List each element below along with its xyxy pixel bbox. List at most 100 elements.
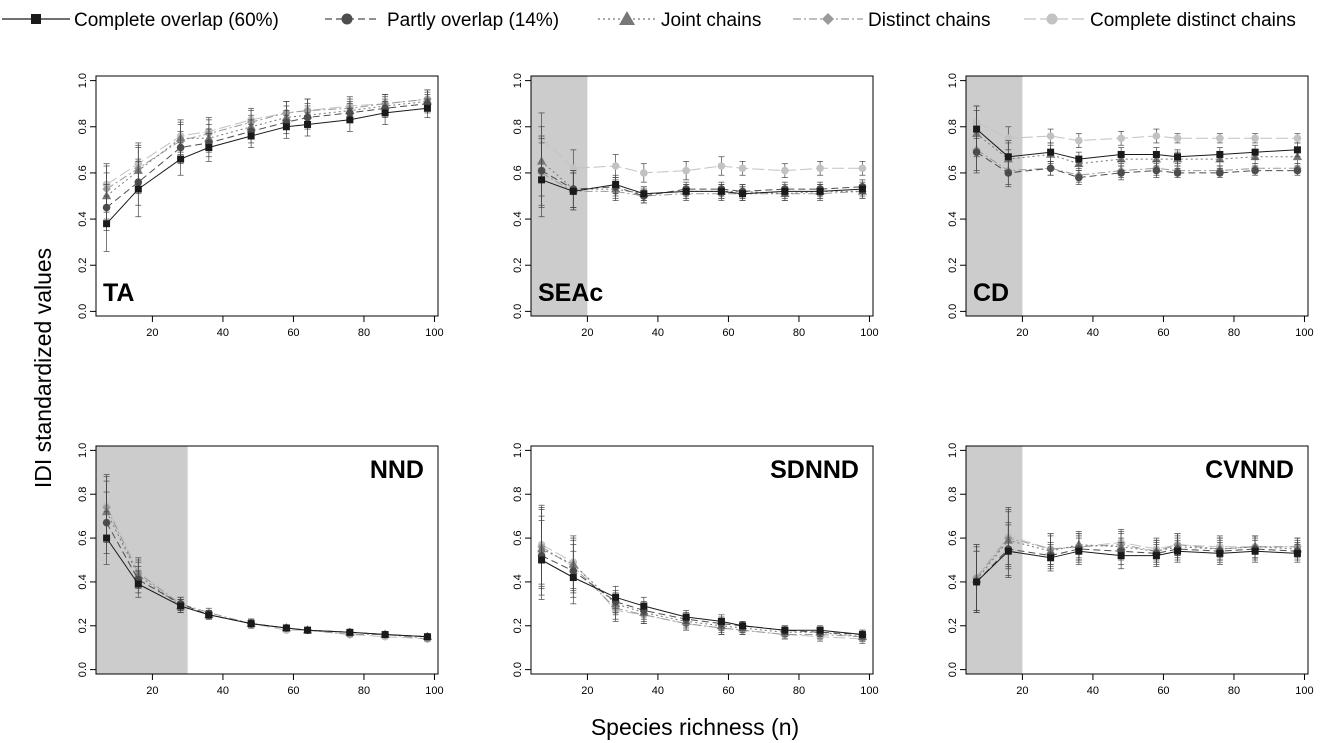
marker-square [282, 624, 290, 632]
y-tick-label: 1.0 [512, 73, 524, 88]
marker-square [346, 116, 354, 124]
panel-label: SDNND [770, 456, 859, 484]
series-line [541, 161, 863, 195]
marker-circle [1216, 134, 1224, 143]
y-tick-label: 0.4 [947, 574, 959, 589]
marker-square [1251, 148, 1259, 156]
x-tick-label: 80 [1228, 327, 1240, 339]
marker-square [423, 633, 431, 641]
x-tick-label: 60 [287, 327, 299, 339]
x-tick-label: 100 [860, 327, 878, 339]
series-line [976, 539, 1298, 581]
x-tick-label: 40 [652, 685, 664, 697]
x-tick-label: 20 [581, 685, 593, 697]
marker-square [1117, 552, 1125, 560]
marker-circle [569, 164, 578, 173]
y-tick-label: 0.4 [947, 211, 959, 226]
plot-frame [95, 445, 439, 675]
marker-circle [1117, 134, 1125, 143]
legend-item-complete-distinct-chains: Complete distinct chains [1024, 10, 1296, 31]
series-4 [537, 112, 867, 188]
y-tick-label: 1.0 [512, 443, 524, 458]
panel-label: NND [370, 456, 424, 484]
series-line [976, 537, 1298, 578]
marker-square [103, 220, 111, 228]
y-tick-label: 0.6 [512, 530, 524, 545]
plot-frame [965, 75, 1309, 317]
legend-label: Complete overlap (60%) [74, 10, 279, 31]
x-tick-label: 40 [652, 327, 664, 339]
y-tick-label: 0.6 [512, 165, 524, 180]
y-tick-label: 1.0 [947, 73, 959, 88]
x-tick-label: 100 [425, 327, 443, 339]
marker-square [282, 123, 290, 131]
marker-square [205, 144, 213, 152]
marker-square [1004, 153, 1012, 161]
y-tick-label: 0.0 [947, 662, 959, 677]
panel-seac: 0.0 0.2 0.4 0.6 0.8 1.0 20 40 60 80 100 SEAc [512, 73, 879, 339]
series-line [541, 170, 863, 197]
y-tick-label: 0.0 [77, 304, 89, 319]
legend-item-distinct-chains: Distinct chains [793, 10, 991, 31]
marker-circle [1152, 132, 1161, 140]
series-1 [972, 131, 1302, 188]
x-tick-label: 20 [581, 327, 593, 339]
legend-label: Distinct chains [868, 10, 991, 31]
series-line [541, 548, 863, 638]
panel-cd: 0.0 0.2 0.4 0.6 0.8 1.0 20 40 60 80 100 CD [947, 73, 1314, 339]
marker-square [640, 190, 648, 198]
plot-frame [965, 445, 1309, 675]
panel-cvnnd: 0.0 0.2 0.4 0.6 0.8 1.0 20 40 60 80 100 CVNND [947, 443, 1314, 697]
series-4 [537, 504, 867, 644]
marker-square [304, 626, 312, 634]
marker-circle [1293, 134, 1302, 143]
y-tick-label: 0.2 [77, 258, 89, 273]
marker-square [381, 631, 389, 639]
legend-marker-square [31, 14, 41, 24]
panel-label: CVNND [1205, 456, 1294, 484]
x-tick-label: 20 [146, 685, 158, 697]
marker-circle [1173, 134, 1182, 143]
x-tick-label: 60 [1157, 685, 1169, 697]
shaded-region [96, 446, 188, 674]
legend-item-partly-overlap: Partly overlap (14%) [325, 10, 559, 31]
series-0 [103, 511, 431, 641]
marker-square [1174, 153, 1182, 161]
marker-square [247, 132, 255, 140]
x-tick-label: 80 [358, 685, 370, 697]
marker-circle [858, 164, 867, 173]
panel-label: SEAc [538, 279, 603, 307]
marker-square [781, 626, 789, 634]
y-tick-label: 0.8 [512, 119, 524, 134]
marker-square [205, 611, 213, 619]
marker-square [1216, 150, 1224, 158]
series-line [976, 151, 1298, 179]
marker-circle [1293, 166, 1302, 175]
legend-item-joint-chains: Joint chains [598, 10, 761, 31]
y-tick-label: 0.4 [77, 574, 89, 589]
series-line [541, 555, 863, 635]
marker-circle [1075, 136, 1083, 145]
y-tick-label: 0.8 [947, 119, 959, 134]
marker-square [569, 574, 577, 582]
shaded-region [966, 76, 1023, 316]
series-line [106, 507, 428, 640]
marker-square [304, 120, 312, 128]
x-tick-label: 100 [1295, 685, 1313, 697]
marker-circle [611, 162, 620, 170]
marker-square [717, 617, 725, 625]
marker-square [1152, 552, 1160, 560]
legend-label: Complete distinct chains [1090, 10, 1296, 31]
marker-square [816, 626, 824, 634]
series-0 [538, 520, 866, 640]
series-line [976, 149, 1298, 176]
marker-square [381, 109, 389, 117]
marker-square [1251, 547, 1259, 555]
legend-label: Partly overlap (14%) [387, 10, 559, 31]
panel-sdnnd: 0.0 0.2 0.4 0.6 0.8 1.0 20 40 60 80 100 SDNND [512, 443, 879, 697]
series-0 [538, 142, 866, 218]
series-line [976, 548, 1298, 583]
marker-square [1047, 148, 1055, 156]
x-tick-label: 20 [146, 327, 158, 339]
marker-square [1293, 146, 1301, 154]
